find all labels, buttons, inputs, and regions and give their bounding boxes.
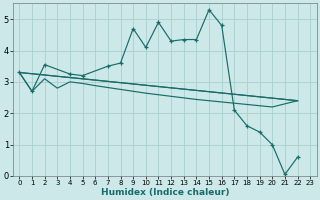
X-axis label: Humidex (Indice chaleur): Humidex (Indice chaleur) [100, 188, 229, 197]
